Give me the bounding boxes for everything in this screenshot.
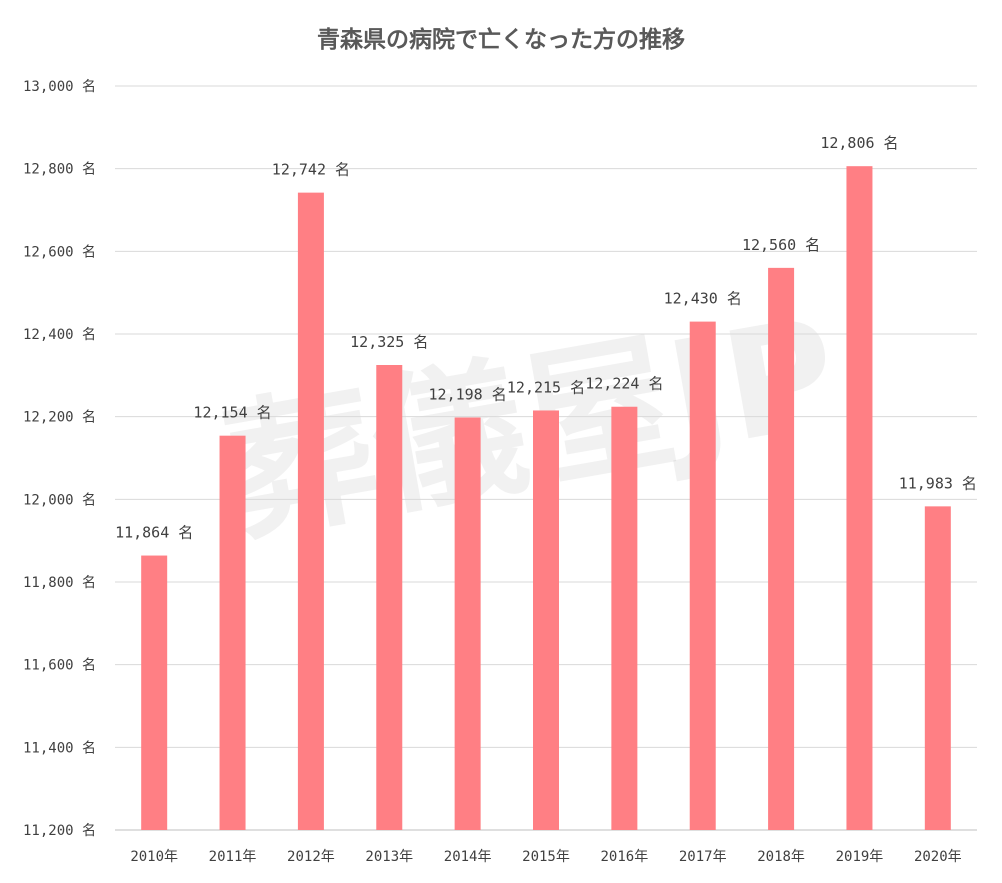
- chart-title: 青森県の病院で亡くなった方の推移: [317, 27, 685, 53]
- y-tick-label: 12,400 名: [23, 327, 96, 343]
- y-axis-ticks: 11,200 名 11,400 名 11,600 名 11,800 名 12,000 名…: [23, 79, 96, 839]
- x-tick-label: 2014年: [444, 849, 492, 865]
- y-tick-label: 11,800 名: [23, 575, 96, 591]
- y-tick-label: 12,200 名: [23, 410, 96, 426]
- y-tick-label: 12,000 名: [23, 492, 96, 508]
- x-axis-ticks: 2010年 2011年 2012年 2013年 2014年 2015年 2016年 2017年…: [130, 849, 961, 865]
- bar: [297, 192, 324, 830]
- x-tick-label: 2018年: [757, 849, 805, 865]
- data-labels: 11,864 名 12,154 名 12,742 名 12,325 名 12,198 名…: [115, 134, 977, 541]
- data-label: 12,215 名: [507, 378, 585, 396]
- y-tick-label: 12,800 名: [23, 162, 96, 178]
- data-label: 12,325 名: [350, 333, 428, 351]
- x-tick-label: 2011年: [209, 849, 257, 865]
- bar: [768, 267, 795, 830]
- bar: [846, 166, 873, 831]
- x-tick-label: 2017年: [679, 849, 727, 865]
- y-tick-label: 11,400 名: [23, 740, 96, 756]
- data-label: 12,154 名: [193, 404, 271, 422]
- bar: [141, 555, 168, 830]
- data-label: 12,560 名: [742, 236, 820, 254]
- x-tick-label: 2016年: [601, 849, 649, 865]
- bar: [454, 417, 481, 830]
- bar: [219, 435, 246, 830]
- bar: [611, 406, 638, 830]
- x-tick-label: 2015年: [522, 849, 570, 865]
- bar: [924, 506, 951, 830]
- y-tick-label: 11,200 名: [23, 823, 96, 839]
- bar: [689, 321, 716, 830]
- data-label: 12,430 名: [664, 290, 742, 308]
- y-tick-label: 11,600 名: [23, 658, 96, 674]
- data-label: 11,983 名: [899, 474, 977, 492]
- data-label: 11,864 名: [115, 524, 193, 542]
- bar: [533, 410, 559, 830]
- x-tick-label: 2019年: [836, 849, 884, 865]
- bars: [141, 166, 951, 831]
- x-tick-label: 2010年: [130, 849, 178, 865]
- y-tick-label: 13,000 名: [23, 79, 96, 95]
- bar: [376, 365, 403, 830]
- x-tick-label: 2012年: [287, 849, 335, 865]
- data-label: 12,806 名: [820, 134, 898, 152]
- data-label: 12,198 名: [429, 385, 507, 403]
- data-label: 12,742 名: [272, 161, 350, 179]
- data-label: 12,224 名: [585, 375, 663, 393]
- y-tick-label: 12,600 名: [23, 244, 96, 260]
- x-tick-label: 2013年: [365, 849, 413, 865]
- x-tick-label: 2020年: [914, 849, 962, 865]
